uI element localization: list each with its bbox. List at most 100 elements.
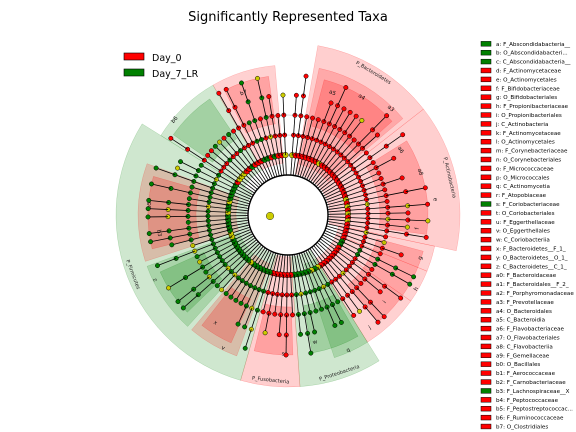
tree-edge <box>271 157 278 177</box>
tree-edge <box>262 292 269 312</box>
tree-edge <box>375 157 394 169</box>
taxa-key-swatch <box>480 156 492 163</box>
tree-edge <box>327 221 348 225</box>
tree-edge <box>208 218 229 222</box>
tree-edge <box>336 168 354 181</box>
tree-edge <box>223 137 238 154</box>
tree-edge <box>303 251 312 271</box>
taxa-key-label: o: F_Micrococcaceae <box>496 166 554 172</box>
tree-edge <box>294 254 299 275</box>
tree-edge <box>339 112 351 130</box>
taxa-key-swatch <box>480 236 492 243</box>
tree-edge <box>198 170 217 180</box>
tree-edge <box>297 156 304 177</box>
tree-edge <box>333 253 350 267</box>
tree-node <box>169 242 175 248</box>
tree-node <box>369 267 375 272</box>
root-ring <box>247 174 329 256</box>
clade-code-label: a6 <box>396 146 405 155</box>
clade-code-label: b6 <box>170 115 179 125</box>
tree-edge <box>278 155 282 176</box>
taxa-key-label: p: O_Micrococcales <box>496 175 550 181</box>
tree-edge <box>219 141 234 157</box>
tree-edge <box>246 287 256 307</box>
taxa-key-label: a4: O_Bacteroidales <box>496 309 552 315</box>
tree-edge <box>321 236 339 249</box>
tree-edge <box>304 272 311 292</box>
tree-node <box>304 114 310 120</box>
tree-edge <box>219 245 237 258</box>
tree-node <box>260 309 266 315</box>
clade-code-label: s <box>282 351 285 357</box>
tree-edge <box>314 268 324 287</box>
tree-node <box>217 139 222 145</box>
tree-edge <box>234 233 253 244</box>
tree-edge <box>357 254 376 265</box>
tree-edge <box>334 108 345 127</box>
taxa-key-label: a7: O_Flavobacteriales <box>496 336 560 342</box>
tree-node <box>353 113 359 119</box>
tree-node <box>185 219 191 225</box>
tree-edge <box>212 267 229 282</box>
tree-edge <box>247 101 256 121</box>
tree-edge <box>188 210 209 212</box>
tree-edge <box>183 294 199 309</box>
taxa-key-label: u: F_Eggerthellaceae <box>496 220 555 226</box>
taxa-key-label: a9: F_Gemellaceae <box>496 353 550 359</box>
tree-edge <box>339 276 353 292</box>
taxa-key-swatch <box>480 174 492 180</box>
tree-edge <box>369 145 387 158</box>
tree-node <box>248 326 254 332</box>
tree-edge <box>327 218 348 222</box>
taxa-key-swatch <box>480 414 492 421</box>
taxa-key-label: r: F_Atopobiaceae <box>496 193 547 199</box>
tree-node <box>214 283 220 289</box>
tree-edge <box>250 246 264 263</box>
tree-edge <box>260 118 267 139</box>
tree-edge <box>216 179 235 189</box>
tree-node <box>425 218 431 224</box>
tree-edge <box>368 274 385 287</box>
tree-edge <box>326 306 336 326</box>
tree-edge <box>364 278 381 293</box>
chart-title: Significantly Represented Taxa <box>188 10 388 25</box>
tree-node <box>341 106 347 112</box>
tree-edge <box>372 115 387 131</box>
tree-edge <box>384 285 401 299</box>
tree-node <box>226 108 232 114</box>
tree-edge <box>283 254 286 275</box>
tree-edge <box>276 254 281 274</box>
tree-node <box>153 165 159 171</box>
tree-edge <box>300 293 305 314</box>
tree-edge <box>364 306 379 323</box>
taxa-key-swatch <box>480 76 492 83</box>
tree-edge <box>323 286 333 305</box>
tree-edge <box>290 155 293 176</box>
tree-edge <box>157 258 177 267</box>
tree-edge <box>332 304 342 323</box>
tree-edge <box>238 237 256 250</box>
tree-node <box>319 306 324 312</box>
taxa-key-swatch <box>480 352 492 358</box>
tree-edge <box>211 192 231 199</box>
tree-edge <box>228 219 249 224</box>
tree-edge <box>327 206 348 210</box>
tree-node <box>231 128 236 134</box>
tree-node <box>221 135 227 141</box>
taxa-key-swatch <box>480 219 492 225</box>
clade-sector <box>303 258 368 358</box>
tree-edge <box>218 174 237 186</box>
tree-edge <box>347 203 368 208</box>
tree-edge <box>231 257 246 272</box>
taxa-key-swatch <box>480 343 492 350</box>
tree-node <box>389 271 395 277</box>
tree-edge <box>258 162 269 181</box>
tree-edge <box>307 333 312 354</box>
tree-edge <box>217 242 236 253</box>
tree-node <box>266 94 272 99</box>
tree-edge <box>254 269 264 288</box>
tree-edge <box>241 82 249 102</box>
tree-edge <box>313 245 327 262</box>
tree-edge <box>335 278 348 296</box>
tree-edge <box>258 270 267 290</box>
